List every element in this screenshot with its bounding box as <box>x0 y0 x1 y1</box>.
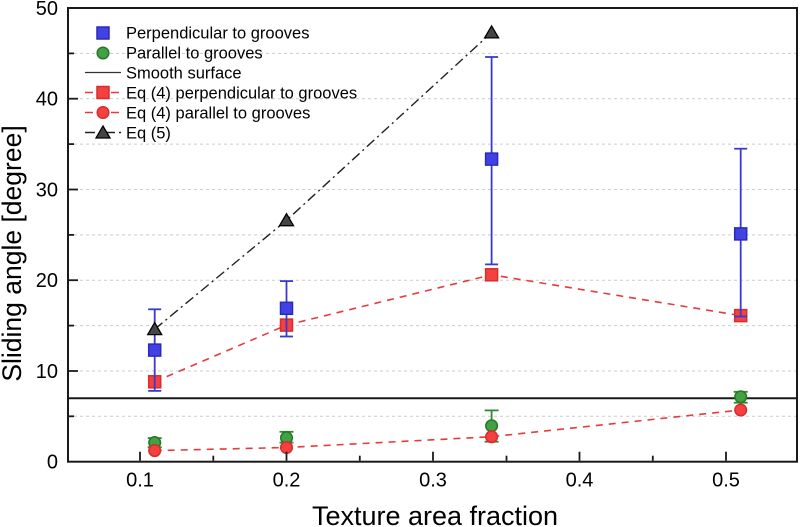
svg-text:0.4: 0.4 <box>566 470 594 492</box>
svg-text:Parallel to grooves: Parallel to grooves <box>126 45 263 63</box>
svg-text:0.2: 0.2 <box>273 470 301 492</box>
svg-text:0.5: 0.5 <box>712 470 740 492</box>
svg-text:Sliding angle [degree]: Sliding angle [degree] <box>0 125 27 381</box>
svg-text:10: 10 <box>36 361 58 383</box>
svg-text:Texture area fraction: Texture area fraction <box>312 501 558 527</box>
svg-text:Perpendicular to grooves: Perpendicular to grooves <box>126 25 309 43</box>
svg-text:0.1: 0.1 <box>126 470 154 492</box>
svg-text:30: 30 <box>36 180 58 202</box>
svg-text:Eq (4) perpendicular to groove: Eq (4) perpendicular to grooves <box>126 85 357 103</box>
svg-text:Eq (5): Eq (5) <box>126 125 171 143</box>
svg-text:0.3: 0.3 <box>419 470 447 492</box>
svg-text:40: 40 <box>36 89 58 111</box>
svg-text:20: 20 <box>36 270 58 292</box>
svg-text:50: 50 <box>36 0 58 20</box>
svg-text:0: 0 <box>47 452 58 474</box>
svg-text:Eq (4) parallel to grooves: Eq (4) parallel to grooves <box>126 105 310 123</box>
svg-text:Smooth surface: Smooth surface <box>126 65 242 83</box>
